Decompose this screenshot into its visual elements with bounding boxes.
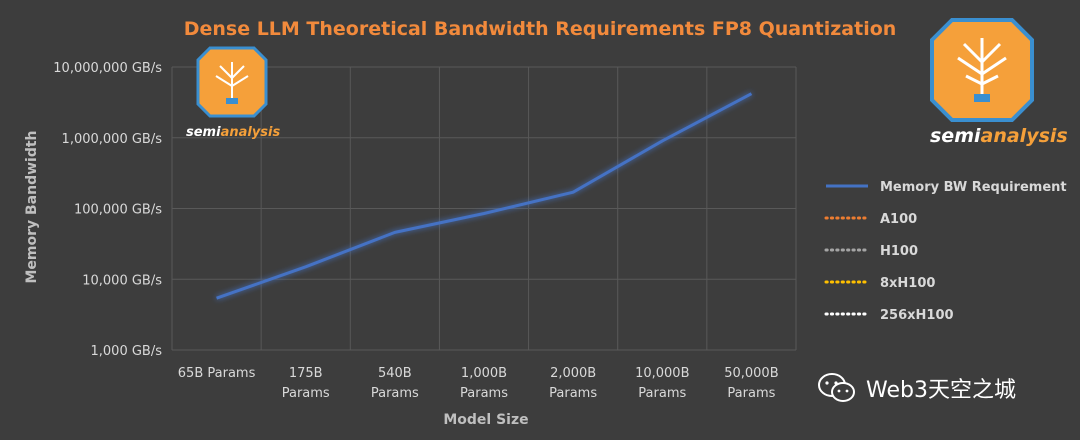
x-tick-label: Params <box>282 386 330 401</box>
semianalysis-logo-large: semianalysis <box>930 18 1068 147</box>
x-tick-label: 50,000B <box>724 366 778 381</box>
y-tick-label: 1,000,000 GB/s <box>62 132 163 147</box>
y-tick-label: 100,000 GB/s <box>74 203 162 218</box>
legend: Memory BW Requirement A100 H100 8xH100 256xH… <box>824 180 1067 323</box>
chart-title: Dense LLM Theoretical Bandwidth Requirem… <box>184 18 897 40</box>
x-axis-ticks: 65B Params 175B Params 540B Params 1,000B Para… <box>178 366 779 401</box>
logo-small-text-2: analysis <box>221 125 281 140</box>
legend-label-a100: A100 <box>880 212 917 227</box>
x-tick-label: 1,000B <box>461 366 507 381</box>
y-axis-label: Memory Bandwidth <box>24 130 40 283</box>
watermark-text: Web3天空之城 <box>866 378 1016 403</box>
y-tick-label: 10,000 GB/s <box>82 273 162 288</box>
x-tick-label: 65B Params <box>178 366 256 381</box>
x-tick-label: 175B <box>289 366 323 381</box>
legend-label-h100: H100 <box>880 244 918 259</box>
wechat-icon <box>818 372 856 404</box>
y-tick-label: 1,000 GB/s <box>91 344 163 359</box>
x-tick-label: Params <box>460 386 508 401</box>
x-axis-label: Model Size <box>443 412 528 428</box>
legend-label-256xh100: 256xH100 <box>880 308 954 323</box>
semianalysis-logo-small: semianalysis <box>186 46 280 140</box>
y-axis-ticks: 1,000 GB/s 10,000 GB/s 100,000 GB/s 1,000,0… <box>53 61 162 359</box>
series-group <box>215 92 753 331</box>
logo-large-text-2: analysis <box>981 125 1068 147</box>
x-tick-label: Params <box>371 386 419 401</box>
tree-icon <box>215 62 249 104</box>
tree-icon <box>957 38 1007 102</box>
x-tick-label: 2,000B <box>550 366 596 381</box>
legend-label-8xh100: 8xH100 <box>880 276 935 291</box>
y-tick-label: 10,000,000 GB/s <box>53 61 162 76</box>
logo-small-text-1: semi <box>186 125 221 140</box>
x-tick-label: 10,000B <box>635 366 689 381</box>
svg-text:semianalysis: semianalysis <box>930 125 1068 147</box>
logo-large-text-1: semi <box>930 125 981 147</box>
x-tick-label: Params <box>549 386 597 401</box>
watermark: Web3天空之城 <box>818 372 1016 404</box>
legend-label-memory-bw-requirement: Memory BW Requirement <box>880 180 1067 195</box>
x-tick-label: Params <box>638 386 686 401</box>
x-tick-label: 540B <box>378 366 412 381</box>
series-line-memory-bw-requirement <box>216 92 753 300</box>
svg-text:semianalysis: semianalysis <box>186 125 280 140</box>
x-tick-label: Params <box>727 386 775 401</box>
grid <box>171 66 797 351</box>
